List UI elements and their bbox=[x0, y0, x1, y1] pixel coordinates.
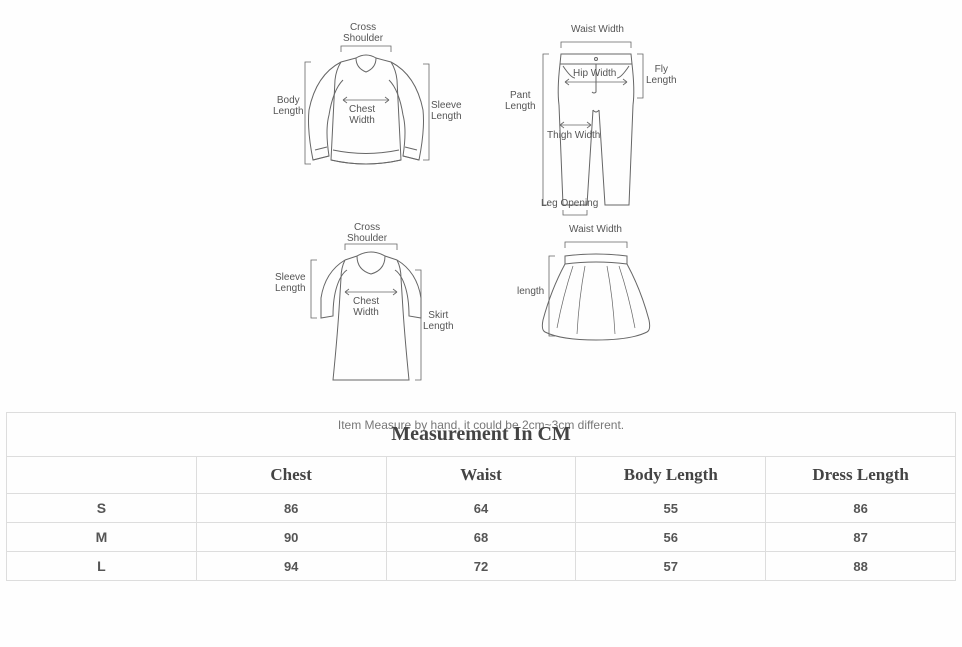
label-hip-width: Hip Width bbox=[573, 68, 616, 79]
table-header-row: Chest Waist Body Length Dress Length bbox=[7, 457, 956, 494]
table-row: L 94 72 57 88 bbox=[7, 552, 956, 581]
diagram-top: CrossShoulder BodyLength ChestWidth Slee… bbox=[271, 20, 461, 200]
cell: 72 bbox=[386, 552, 576, 581]
label-dress-sleeve-length: SleeveLength bbox=[275, 272, 306, 294]
size-label: M bbox=[7, 523, 197, 552]
size-col-header bbox=[7, 457, 197, 494]
size-label: L bbox=[7, 552, 197, 581]
col-body-length: Body Length bbox=[576, 457, 766, 494]
size-table-wrap: Measurement In CM Chest Waist Body Lengt… bbox=[0, 400, 962, 581]
label-waist-width: Waist Width bbox=[571, 24, 624, 35]
label-sleeve-length: SleeveLength bbox=[431, 100, 462, 122]
diagrams-area: CrossShoulder BodyLength ChestWidth Slee… bbox=[0, 0, 962, 400]
cell: 57 bbox=[576, 552, 766, 581]
table-row: S 86 64 55 86 bbox=[7, 494, 956, 523]
label-cross-shoulder: CrossShoulder bbox=[343, 22, 383, 44]
label-pant-length: PantLength bbox=[505, 90, 536, 112]
col-chest: Chest bbox=[196, 457, 386, 494]
label-fly-length: FlyLength bbox=[646, 64, 677, 86]
col-dress-length: Dress Length bbox=[766, 457, 956, 494]
cell: 55 bbox=[576, 494, 766, 523]
diagram-row-2: CrossShoulder SleeveLength ChestWidth Sk… bbox=[281, 220, 681, 400]
table-row: M 90 68 56 87 bbox=[7, 523, 956, 552]
size-table: Measurement In CM Chest Waist Body Lengt… bbox=[6, 412, 956, 581]
cell: 88 bbox=[766, 552, 956, 581]
size-label: S bbox=[7, 494, 197, 523]
cell: 94 bbox=[196, 552, 386, 581]
cell: 86 bbox=[766, 494, 956, 523]
label-skirt-length: SkirtLength bbox=[423, 310, 454, 332]
diagram-dress: CrossShoulder SleeveLength ChestWidth Sk… bbox=[281, 220, 461, 400]
diagram-skirt: Waist Width length bbox=[501, 220, 681, 360]
label-body-length: BodyLength bbox=[273, 95, 304, 117]
label-dress-cross-shoulder: CrossShoulder bbox=[347, 222, 387, 244]
col-waist: Waist bbox=[386, 457, 576, 494]
cell: 64 bbox=[386, 494, 576, 523]
label-thigh-width: Thigh Width bbox=[547, 130, 600, 141]
cell: 68 bbox=[386, 523, 576, 552]
diagram-pants: Waist Width PantLength Hip Width FlyLeng… bbox=[501, 20, 691, 220]
label-dress-chest-width: ChestWidth bbox=[353, 296, 379, 318]
cell: 86 bbox=[196, 494, 386, 523]
cell: 90 bbox=[196, 523, 386, 552]
cell: 56 bbox=[576, 523, 766, 552]
label-skirt-length-only: length bbox=[517, 286, 544, 297]
diagram-row-1: CrossShoulder BodyLength ChestWidth Slee… bbox=[271, 20, 691, 220]
label-skirt-waist-width: Waist Width bbox=[569, 224, 622, 235]
label-leg-opening: Leg Opening bbox=[541, 198, 598, 209]
cell: 87 bbox=[766, 523, 956, 552]
label-chest-width: ChestWidth bbox=[349, 104, 375, 126]
